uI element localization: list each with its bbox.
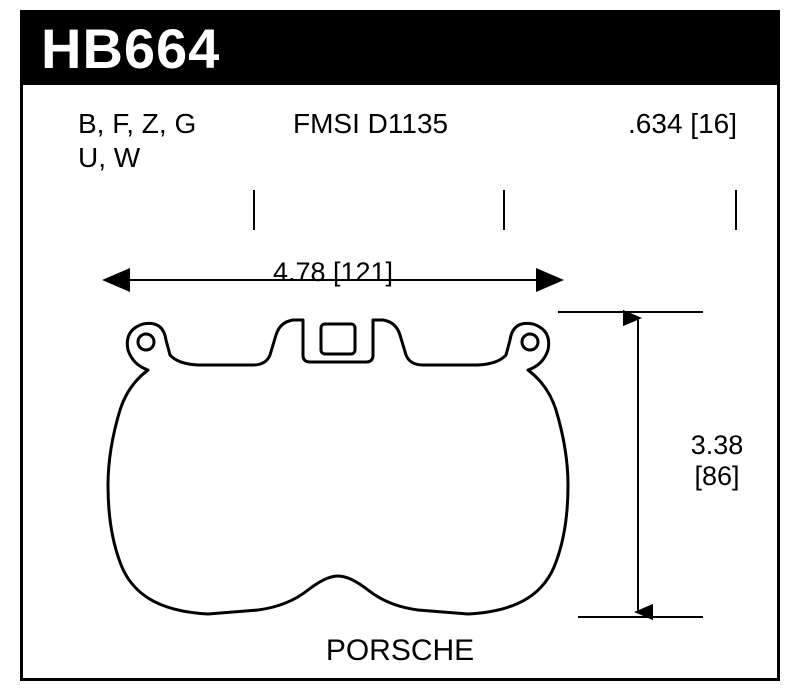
divider-tick xyxy=(253,190,255,230)
divider-tick xyxy=(503,190,505,230)
compounds-line2: U, W xyxy=(78,141,248,175)
diagram-root: HB664 B, F, Z, G U, W FMSI D1135 .634 [1… xyxy=(20,10,780,681)
brake-pad-outline xyxy=(88,310,588,620)
fmsi-block: FMSI D1135 xyxy=(293,107,448,141)
compounds-line1: B, F, Z, G xyxy=(78,107,248,141)
vehicle-label: PORSCHE xyxy=(23,634,777,668)
title-bar: HB664 xyxy=(23,13,777,85)
content-area: B, F, Z, G U, W FMSI D1135 .634 [16] 4.7… xyxy=(23,85,777,678)
part-number: HB664 xyxy=(41,17,220,80)
compounds-block: B, F, Z, G U, W xyxy=(78,107,248,174)
width-dimension-arrow xyxy=(98,265,568,295)
fmsi-code: FMSI D1135 xyxy=(293,108,448,139)
thickness-block: .634 [16] xyxy=(628,107,737,141)
divider-tick xyxy=(735,190,737,230)
thickness: .634 [16] xyxy=(628,108,737,139)
